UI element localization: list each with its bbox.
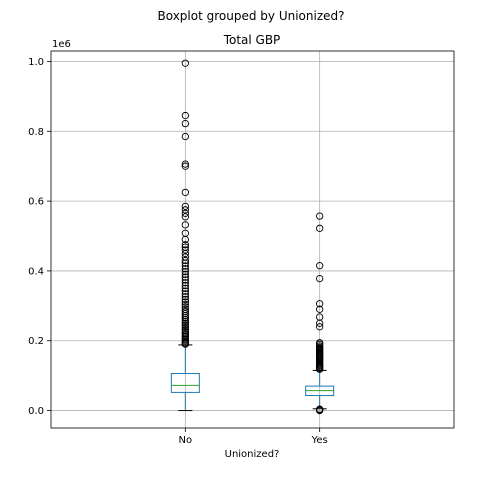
chart-title: Total GBP xyxy=(223,33,281,47)
outlier-point xyxy=(181,243,189,251)
outlier-point xyxy=(181,111,189,120)
grid-lines xyxy=(51,51,454,428)
outlier-point xyxy=(181,298,189,306)
box-series xyxy=(170,59,335,415)
outlier-point xyxy=(181,119,189,128)
y-tick-label: 0.8 xyxy=(28,127,44,138)
outlier-point xyxy=(181,162,189,170)
outlier-point xyxy=(181,295,189,304)
outlier-point xyxy=(181,241,189,249)
outlier-point xyxy=(316,300,324,308)
outlier-point xyxy=(181,221,189,229)
outlier-point xyxy=(181,293,189,301)
box-yes xyxy=(305,212,335,415)
outlier-point xyxy=(181,246,189,254)
iqr-box xyxy=(170,373,200,393)
chart-suptitle: Boxplot grouped by Unionized? xyxy=(158,9,345,23)
outlier-point xyxy=(181,305,189,313)
outlier-point xyxy=(181,229,189,237)
outlier-point xyxy=(181,281,189,290)
plot-area-frame xyxy=(50,50,455,429)
outlier-point xyxy=(181,270,189,279)
outlier-point xyxy=(316,405,324,413)
outlier-point xyxy=(316,262,324,270)
y-offset-label: 1e6 xyxy=(52,39,71,50)
outlier-point xyxy=(181,160,189,168)
outlier-point xyxy=(181,284,189,293)
outlier-point xyxy=(181,303,189,311)
outlier-point xyxy=(181,276,189,284)
x-axis-label: Unionized? xyxy=(225,449,280,460)
outlier-point xyxy=(316,274,324,283)
x-axis-ticks: No Yes xyxy=(179,428,328,446)
y-tick-label: 0.0 xyxy=(28,406,44,417)
y-tick-label: 0.4 xyxy=(28,266,44,277)
y-tick-label: 0.6 xyxy=(28,197,44,208)
outlier-point xyxy=(316,323,324,331)
outlier-point xyxy=(181,202,189,210)
outlier-point xyxy=(181,256,189,265)
outlier-point xyxy=(181,209,189,217)
outlier-point xyxy=(316,313,324,321)
outlier-point xyxy=(181,188,189,197)
outlier-point xyxy=(181,206,189,214)
outlier-point xyxy=(181,279,189,287)
x-tick-label: Yes xyxy=(311,435,328,446)
outlier-point xyxy=(316,224,324,232)
outlier-point xyxy=(181,287,189,295)
y-axis-ticks: 0.0 0.2 0.4 0.6 0.8 1.0 xyxy=(28,57,51,417)
outlier-point xyxy=(181,290,189,298)
outlier-point xyxy=(181,213,189,221)
outlier-point xyxy=(181,132,189,141)
y-tick-label: 1.0 xyxy=(28,57,44,68)
outlier-point xyxy=(181,253,189,261)
outlier-point xyxy=(181,267,189,276)
x-tick-label: No xyxy=(179,435,193,446)
outlier-point xyxy=(181,300,189,309)
box-no xyxy=(170,59,200,412)
outlier-point xyxy=(181,273,189,281)
outlier-point xyxy=(181,307,189,316)
outlier-point xyxy=(181,59,189,67)
outlier-point xyxy=(316,212,324,220)
outlier-point xyxy=(181,262,189,270)
outlier-point xyxy=(181,265,189,273)
y-tick-label: 0.2 xyxy=(28,336,44,347)
outlier-point xyxy=(316,339,324,347)
outlier-point xyxy=(316,305,324,313)
